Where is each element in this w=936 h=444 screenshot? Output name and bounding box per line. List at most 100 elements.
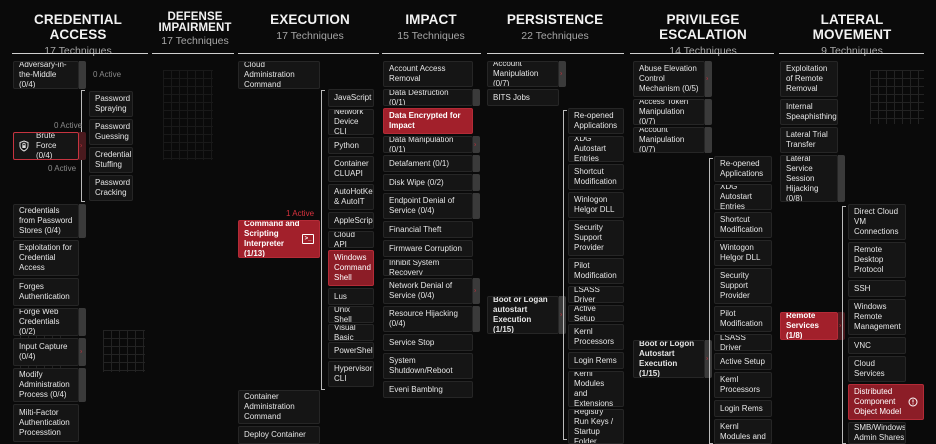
expand-tab[interactable] <box>473 174 480 191</box>
technique-network-denial-of-service[interactable]: Network Denial of Service (0/4) <box>383 278 473 304</box>
technique-account-access-removal[interactable]: Account Access Removal <box>383 61 473 87</box>
technique-account-manipulation[interactable]: Account Manipulation (0/7) <box>633 127 705 153</box>
subtechnique-shortcut-modification[interactable]: Shortcut Modification <box>714 212 772 238</box>
expand-tab[interactable]: › <box>79 132 86 160</box>
technique-endpoint-denial-of-service[interactable]: Endpoint Denial of Service (0/4) <box>383 193 473 219</box>
subtechnique-login-rems[interactable]: Login Rems <box>568 352 624 369</box>
technique-lateral-service-session-hijacking[interactable]: Lateral Service Session Hijacking (0/8) <box>780 155 838 202</box>
technique-input-capture[interactable]: Input Capture (0/4) <box>13 338 79 366</box>
subtechnique-xdg-autostart-entries[interactable]: XDG Autostart Entries <box>568 136 624 162</box>
technique-multi-factor-authentication-processtion[interactable]: Milti-Factor Authentication Processtion <box>13 404 79 442</box>
technique-modify-administration-process[interactable]: Modify Administration Process (0/4) <box>13 368 79 402</box>
technique-forges-authentication[interactable]: Forges Authentication <box>13 278 79 306</box>
technique-detafament[interactable]: Detafament (0/1) <box>383 155 473 172</box>
technique-container-administration-command[interactable]: Container Administration Command <box>238 390 320 424</box>
subtechnique-kernl-modules-and-extensions[interactable]: Kernl Modules and Extensions <box>568 371 624 407</box>
subtechnique-password-spraying[interactable]: Password Spraying <box>89 91 133 117</box>
subtechnique-ssh[interactable]: SSH <box>848 280 906 297</box>
subtechnique-lsass-driver[interactable]: LSASS Driver <box>714 334 772 351</box>
subtechnique-login-rems[interactable]: Login Rems <box>714 400 772 417</box>
technique-abuse-elevation-control-mechanism[interactable]: Abuse Elevation Control Mechanism (0/5) <box>633 61 705 97</box>
expand-tab[interactable] <box>79 308 86 336</box>
subtechnique-lus[interactable]: Lus <box>328 288 374 305</box>
subtechnique-remote-desktop-protocol[interactable]: Remote Desktop Protocol <box>848 242 906 278</box>
subtechnique-security-support-provider[interactable]: Security Support Provider <box>568 220 624 256</box>
subtechnique-password-guessing[interactable]: Password Guessing <box>89 119 133 145</box>
subtechnique-distributed-component-object-model[interactable]: Distributed Component Object Model <box>848 384 924 420</box>
expand-tab[interactable] <box>473 155 480 172</box>
subtechnique-keml-processors[interactable]: Keml Processors <box>714 372 772 398</box>
subtechnique-direct-cloud-vm-connections[interactable]: Direct Cloud VM Connections <box>848 204 906 240</box>
technique-forge-web-credentials[interactable]: Forge Web Credentials (0/2) <box>13 308 79 336</box>
expand-tab[interactable]: › <box>473 278 480 304</box>
expand-tab[interactable] <box>705 127 712 153</box>
expand-tab[interactable]: › <box>473 136 480 153</box>
technique-bits-jobs[interactable]: BITS Jobs <box>487 89 559 106</box>
subtechnique-windows-remote-management[interactable]: Windows Remote Management <box>848 299 906 335</box>
technique-data-manipulation[interactable]: Data Manipulation (0/1) <box>383 136 473 153</box>
expand-tab[interactable]: › <box>79 338 86 366</box>
subtechnique-kernl-processors[interactable]: Kernl Processors <box>568 324 624 350</box>
technique-deploy-container[interactable]: Deploy Container <box>238 426 320 444</box>
subtechnique-active-setup[interactable]: Active Setup <box>568 305 624 322</box>
technique-boot-or-logon-autostart-execution[interactable]: Boot or Logan autostart Execution (1/15) <box>487 296 559 334</box>
subtechnique-re-opened-applications[interactable]: Re-opened Applications <box>714 156 772 182</box>
expand-tab[interactable] <box>473 89 480 106</box>
expand-tab[interactable]: › <box>705 340 712 378</box>
subtechnique-smb-windows-admin-shares[interactable]: SMB/Windows Admin Shares <box>848 422 906 444</box>
subtechnique-network-device-cli[interactable]: Network Device CLI <box>328 109 374 135</box>
subtechnique-xdg-autostart-entries[interactable]: XDG Autostart Entries <box>714 184 772 210</box>
subtechnique-password-cracking[interactable]: Password Cracking <box>89 175 133 201</box>
technique-cloud-administration-command[interactable]: Cloud Administration Command <box>238 61 320 89</box>
technique-brute-force[interactable]: Brute Force (0/4) <box>13 132 79 160</box>
technique-data-encrypted-for-impact[interactable]: Data Encrypted for Impact <box>383 108 473 134</box>
subtechnique-winlogon-helper-dll[interactable]: Winlogon Helgor DLL <box>568 192 624 218</box>
subtechnique-winlogon-helper-dll[interactable]: Wintogon Helgor DLL <box>714 240 772 266</box>
subtechnique-autohotkey-autoit[interactable]: AutoHotKey & AutoIT <box>328 184 374 210</box>
technique-account-manipulation[interactable]: Account Manipulation (0/7) <box>487 61 559 87</box>
technique-internal-speaphisthing[interactable]: Internal Speaphisthing <box>780 99 838 125</box>
technique-lateral-trial-transfer[interactable]: Lateral Trial Transfer <box>780 127 838 153</box>
subtechnique-credential-stuffing[interactable]: Credential Stuffing <box>89 147 133 173</box>
subtechnique-python[interactable]: Python <box>328 137 374 154</box>
subtechnique-container-cliapi[interactable]: Container CLUAPI <box>328 156 374 182</box>
expand-tab[interactable] <box>473 193 480 219</box>
subtechnique-vnc[interactable]: VNC <box>848 337 906 354</box>
subtechnique-unix-shell[interactable]: Unix Shell <box>328 306 374 323</box>
technique-command-and-scripting-interpreter[interactable]: Command and Scripting Interpreter (1/13)… <box>238 220 320 258</box>
subtechnique-hypervisor-cli[interactable]: Hypervisor CLI <box>328 361 374 387</box>
subtechnique-pilot-modification[interactable]: Pilot Modification <box>714 306 772 332</box>
expand-tab[interactable] <box>838 155 845 202</box>
expand-tab[interactable]: › <box>559 296 566 334</box>
expand-tab[interactable] <box>705 99 712 125</box>
expand-tab[interactable]: › <box>559 61 566 87</box>
technique-exploitation-of-remote-removal[interactable]: Exploitation of Remote Removal <box>780 61 838 97</box>
subtechnique-re-opened-applications[interactable]: Re-opened Applications <box>568 108 624 134</box>
subtechnique-shortcut-modification[interactable]: Shortcut Modification <box>568 164 624 190</box>
expand-tab[interactable] <box>79 61 86 89</box>
technique-inhibit-system-recovery[interactable]: Inhibit System Recovery <box>383 259 473 276</box>
expand-tab[interactable] <box>79 368 86 402</box>
expand-tab[interactable] <box>79 204 86 238</box>
subtechnique-kernl-modules-and[interactable]: Kernl Modules and <box>714 419 772 444</box>
subtechnique-windows-command-shell[interactable]: Windows Command Shell <box>328 250 374 286</box>
technique-credentials-from-password-stores[interactable]: Credentials from Password Stores (0/4) <box>13 204 79 238</box>
expand-tab[interactable]: › <box>705 61 712 97</box>
subtechnique-security-support-provider[interactable]: Security Support Provider <box>714 268 772 304</box>
technique-resource-hijacking[interactable]: Resource Hijacking (0/4) <box>383 306 473 332</box>
subtechnique-cloud-services[interactable]: Cloud Services <box>848 356 906 382</box>
subtechnique-lsass-driver[interactable]: LSASS Driver <box>568 286 624 303</box>
expand-tab[interactable] <box>473 306 480 332</box>
technique-exploitation-for-credential-access[interactable]: Exploitation for Credential Access <box>13 240 79 276</box>
technique-financial-theft[interactable]: Financial Theft <box>383 221 473 238</box>
subtechnique-cloud-api[interactable]: Cloud API <box>328 231 374 248</box>
technique-adversary-in-the-middle[interactable]: Adversary-in-the-Middle (0/4) <box>13 61 79 89</box>
technique-disk-wipe[interactable]: Disk Wipe (0/2) <box>383 174 473 191</box>
technique-access-token-manipulation[interactable]: Access Token Manipulation (0/7) <box>633 99 705 125</box>
technique-firmware-corruption[interactable]: Firmware Corruption <box>383 240 473 257</box>
expand-tab[interactable]: › <box>838 312 845 340</box>
subtechnique-javascript[interactable]: JavaScript <box>328 89 374 107</box>
subtechnique-active-setup[interactable]: Active Setup <box>714 353 772 370</box>
subtechnique-visual-basic[interactable]: Visual Basic <box>328 324 374 341</box>
technique-system-shutdown-reboot[interactable]: System Shutdown/Reboot <box>383 353 473 379</box>
